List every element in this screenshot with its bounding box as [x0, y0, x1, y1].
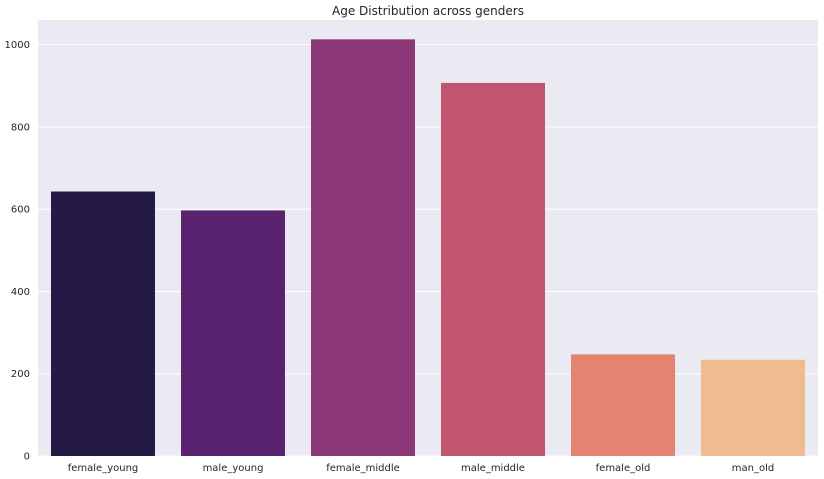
- y-tick-label: 0: [24, 452, 30, 463]
- bar-man-old: [701, 359, 805, 456]
- y-axis-ticks: 0 200 400 600 800 1000: [5, 40, 30, 462]
- y-tick-label: 800: [11, 122, 30, 133]
- bar-male-young: [181, 210, 285, 456]
- bar-female-middle: [311, 39, 415, 456]
- y-tick-label: 400: [11, 287, 30, 298]
- x-tick-label: male_young: [203, 463, 264, 474]
- bar-female-old: [571, 354, 675, 456]
- x-tick-label: man_old: [732, 463, 774, 474]
- y-tick-label: 200: [11, 369, 30, 380]
- x-tick-label: female_young: [68, 463, 139, 474]
- bar-female-young: [51, 191, 155, 456]
- gridlines: [38, 44, 818, 457]
- plot-area: [38, 20, 818, 456]
- bar-male-middle: [441, 82, 545, 457]
- bars: [51, 39, 805, 457]
- x-tick-label: female_old: [596, 463, 651, 474]
- y-tick-label: 1000: [5, 40, 30, 51]
- y-tick-label: 600: [11, 205, 30, 216]
- x-axis-ticks: female_young male_young female_middle male_…: [68, 463, 775, 474]
- x-tick-label: female_middle: [326, 463, 400, 474]
- x-tick-label: male_middle: [461, 463, 525, 474]
- chart-title: Age Distribution across genders: [332, 4, 524, 18]
